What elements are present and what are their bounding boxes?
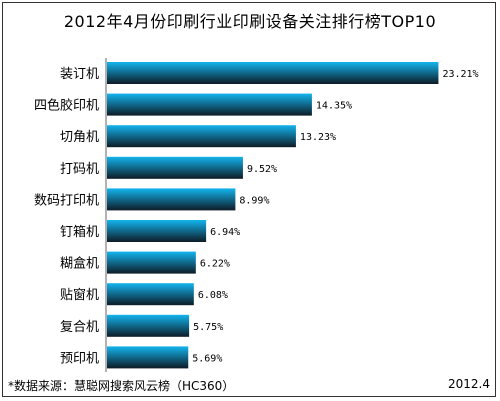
category-label-6: 糊盒机	[60, 256, 99, 272]
category-label-9: 预印机	[60, 351, 99, 366]
category-label-3: 打码机	[60, 162, 99, 177]
bar-6	[107, 251, 196, 274]
bar-4	[107, 188, 236, 211]
category-label-7: 贴窗机	[60, 287, 99, 303]
value-label-8: 5.75%	[193, 322, 223, 333]
category-label-2: 切角机	[60, 130, 99, 145]
value-label-4: 8.99%	[239, 195, 269, 206]
value-label-3: 9.52%	[247, 164, 277, 175]
date-label: 2012.4	[448, 377, 490, 391]
chart-title: 2012年4月份印刷行业印刷设备关注排行榜TOP10	[63, 12, 437, 31]
category-label-8: 复合机	[60, 320, 99, 335]
bar-3	[107, 156, 243, 179]
bars-layer: 装订机 23.21% 四色胶印机 14.35% 切角机 13.23% 打码机 9.52% 数码打…	[34, 62, 479, 369]
bar-9	[107, 346, 189, 369]
data-source-note: *数据来源：慧聪网搜索风云榜（HC360）	[8, 379, 235, 393]
value-label-7: 6.08%	[198, 290, 228, 301]
value-label-5: 6.94%	[210, 227, 240, 238]
bar-7	[107, 283, 194, 306]
bar-0	[107, 62, 439, 84]
bar-2	[107, 125, 296, 148]
value-label-0: 23.21%	[442, 69, 478, 80]
value-label-1: 14.35%	[316, 101, 352, 112]
value-label-9: 5.69%	[192, 353, 222, 364]
bar-1	[107, 93, 312, 116]
value-label-6: 6.22%	[200, 259, 230, 270]
bar-8	[107, 314, 190, 337]
category-label-0: 装订机	[60, 67, 99, 82]
category-label-4: 数码打印机	[34, 193, 99, 208]
category-label-5: 钉箱机	[60, 224, 99, 240]
bar-5	[107, 220, 207, 242]
category-label-1: 四色胶印机	[34, 98, 99, 114]
value-label-2: 13.23%	[300, 132, 336, 143]
